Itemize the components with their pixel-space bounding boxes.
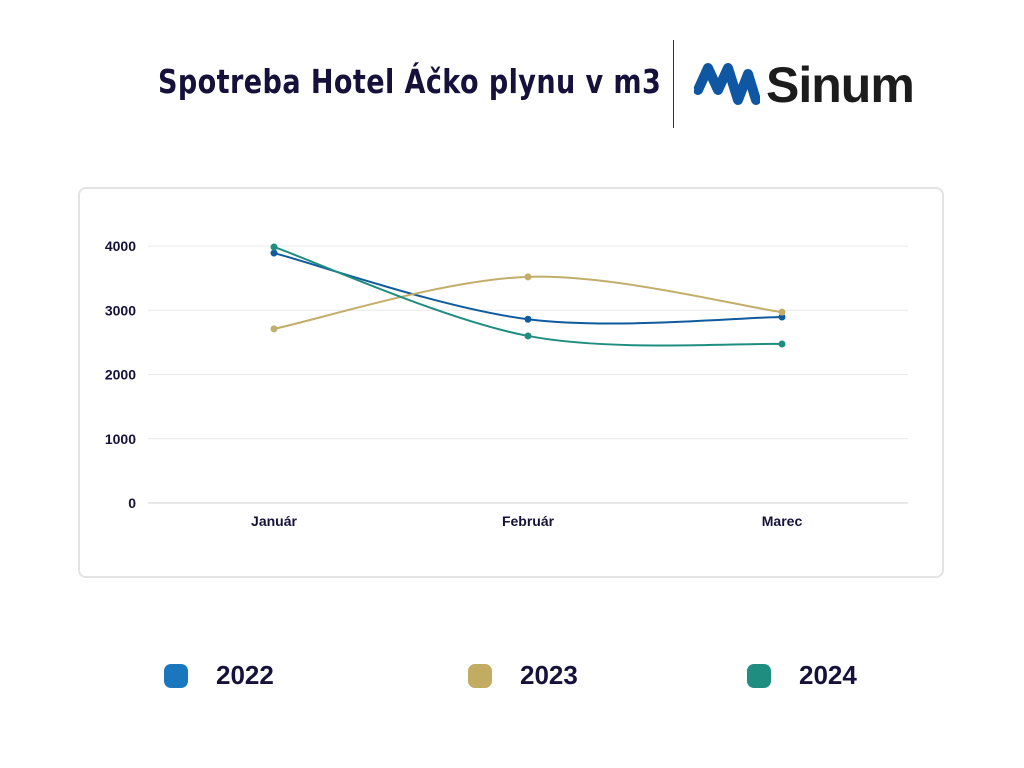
- sinum-wave-icon: [694, 63, 760, 105]
- legend-label: 2024: [799, 660, 857, 690]
- legend-label: 2023: [520, 660, 578, 690]
- legend-swatch: [747, 663, 771, 688]
- x-tick-label: Marec: [762, 513, 803, 529]
- x-tick-label: Február: [502, 513, 555, 529]
- data-point-2024: [524, 332, 532, 340]
- y-tick-label: 3000: [105, 302, 136, 318]
- data-point-2022: [778, 313, 786, 321]
- series-line-2024: [273, 246, 783, 347]
- series-line-2022: [273, 252, 783, 325]
- legend-swatch: [468, 663, 492, 688]
- y-tick-label: 1000: [105, 431, 136, 447]
- y-tick-label: 4000: [105, 238, 136, 254]
- legend-item-2022: 2022: [164, 660, 274, 691]
- divider: [673, 40, 674, 128]
- data-point-2023: [778, 308, 786, 316]
- y-tick-label: 0: [128, 495, 136, 511]
- x-tick-label: Január: [251, 513, 297, 529]
- legend-swatch: [164, 663, 188, 688]
- data-point-2022: [270, 249, 278, 257]
- sinum-logo: Sinum: [694, 56, 915, 114]
- data-point-2023: [524, 273, 532, 281]
- logo-text: Sinum: [766, 57, 915, 113]
- data-point-2023: [270, 325, 278, 333]
- legend-item-2024: 2024: [747, 660, 857, 691]
- data-point-2022: [524, 315, 532, 323]
- chart-card: [78, 187, 944, 578]
- data-point-2024: [270, 243, 278, 251]
- data-point-2024: [778, 340, 786, 348]
- y-tick-label: 2000: [105, 367, 136, 383]
- legend-label: 2022: [216, 660, 274, 690]
- legend-item-2023: 2023: [468, 660, 578, 691]
- page-title: Spotreba Hotel Áčko plynu v m3: [158, 62, 662, 101]
